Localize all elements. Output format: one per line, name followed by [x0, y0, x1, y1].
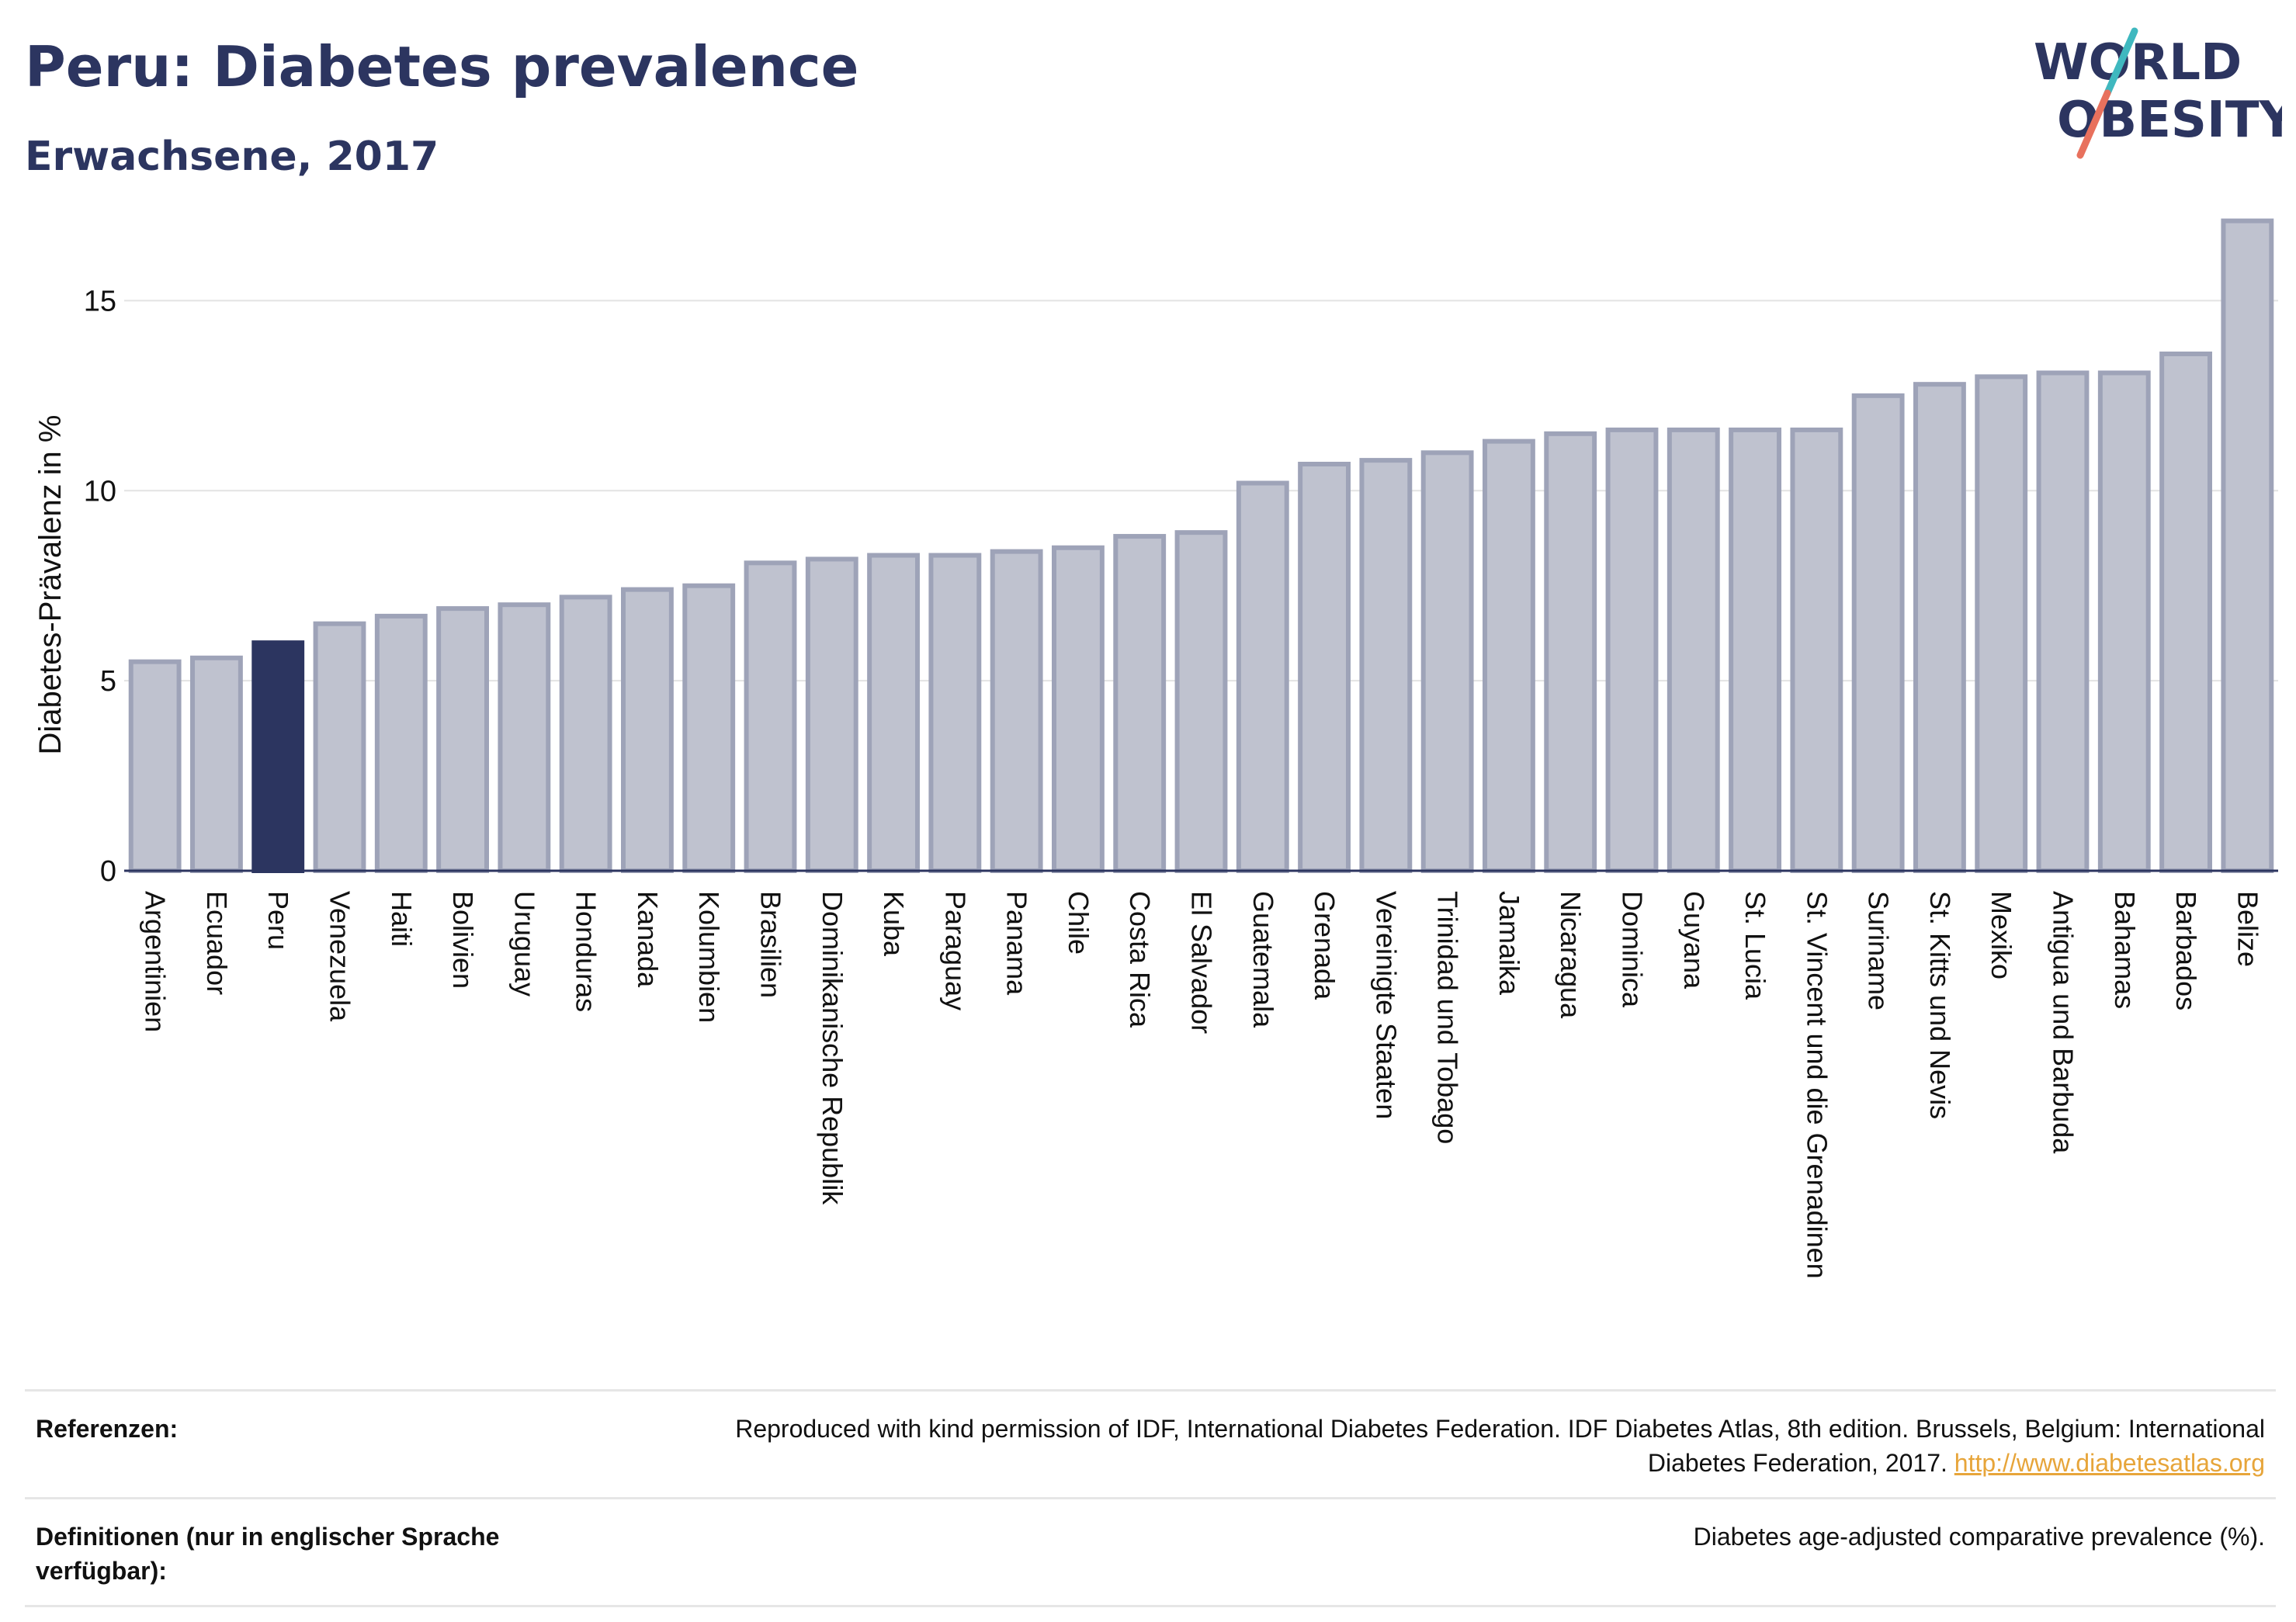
y-axis-ticks: 0 5 10 15 — [84, 285, 116, 888]
x-tick-label: Haiti — [386, 891, 418, 947]
bar[interactable] — [436, 606, 489, 874]
bar[interactable] — [1975, 374, 2028, 874]
logo-slash-coral — [2076, 89, 2111, 159]
x-tick-label: Barbados — [2170, 891, 2202, 1010]
x-tick-label: St. Vincent und die Grenadinen — [1801, 891, 1833, 1279]
x-tick-label: Belize — [2232, 891, 2263, 967]
bar[interactable] — [1174, 530, 1228, 873]
bar[interactable] — [1420, 450, 1474, 873]
x-tick-label: Mexiko — [1986, 891, 2017, 979]
bar[interactable] — [621, 587, 674, 874]
references-row: Referenzen: Reproduced with kind permiss… — [25, 1389, 2276, 1497]
bar[interactable] — [805, 556, 858, 873]
bar[interactable] — [1790, 427, 1843, 873]
x-tick-label: Ecuador — [201, 891, 233, 995]
x-tick-label: Honduras — [571, 891, 602, 1012]
x-tick-label: Costa Rica — [1124, 891, 1156, 1028]
x-tick-label: Kuba — [878, 891, 910, 957]
world-obesity-logo[interactable]: WORLD OBESITY — [2018, 23, 2282, 163]
references-citation: Reproduced with kind permission of IDF, … — [735, 1415, 2265, 1477]
y-tick-label: 15 — [84, 285, 116, 317]
bar[interactable] — [2221, 218, 2274, 873]
references-label: Referenzen: — [36, 1415, 179, 1443]
bar[interactable] — [1544, 431, 1597, 873]
x-tick-label: Brasilien — [755, 891, 787, 998]
bar[interactable] — [2097, 370, 2151, 873]
bar[interactable] — [313, 621, 366, 874]
bar[interactable] — [2159, 351, 2212, 873]
x-tick-label: St. Kitts und Nevis — [1924, 891, 1956, 1119]
x-tick-label: Dominica — [1617, 891, 1649, 1008]
bar[interactable] — [190, 655, 243, 873]
bar[interactable] — [559, 594, 612, 873]
bar[interactable] — [1359, 458, 1413, 873]
definitions-text: Diabetes age-adjusted comparative preval… — [1693, 1523, 2265, 1551]
x-tick-label: El Salvador — [1186, 891, 1218, 1034]
y-axis-title: Diabetes-Prävalenz in % — [33, 415, 68, 755]
bar[interactable] — [1605, 427, 1659, 873]
x-tick-label: Argentinien — [140, 891, 172, 1032]
bar[interactable] — [1052, 545, 1105, 873]
bar-chart: 0 5 10 15 Argentinien Ecuador Peru Venezuela Ha… — [33, 218, 2278, 1279]
bar[interactable] — [128, 659, 182, 874]
x-tick-label: Vereinigte Staaten — [1370, 891, 1402, 1119]
x-tick-label: Suriname — [1863, 891, 1895, 1010]
bar[interactable] — [990, 549, 1043, 873]
bar[interactable] — [1113, 534, 1167, 874]
bar[interactable] — [744, 560, 797, 873]
page-title: Peru: Diabetes prevalence — [25, 34, 859, 99]
x-tick-label: Venezuela — [324, 891, 356, 1022]
definitions-label: Definitionen (nur in englischer Sprache … — [36, 1523, 500, 1585]
x-tick-label: Grenada — [1309, 891, 1340, 1000]
bar[interactable] — [1851, 393, 1905, 874]
diabetesatlas-link[interactable]: http://www.diabetesatlas.org — [1954, 1449, 2265, 1477]
bar[interactable] — [1298, 462, 1351, 873]
logo-slash-teal — [2104, 27, 2138, 97]
bar[interactable] — [2036, 370, 2090, 873]
x-tick-label: Dominikanische Republik — [817, 891, 848, 1205]
x-tick-label: Peru — [262, 891, 294, 950]
x-tick-label: Bahamas — [2109, 891, 2141, 1009]
x-tick-label: Kolumbien — [693, 891, 725, 1023]
bars — [128, 218, 2274, 874]
x-tick-label: Antigua und Barbuda — [2048, 891, 2079, 1154]
x-tick-label: Bolivien — [447, 891, 479, 989]
references-text: Reproduced with kind permission of IDF, … — [635, 1412, 2265, 1480]
x-tick-label: Panama — [1001, 891, 1033, 996]
bar-highlight[interactable] — [251, 640, 305, 874]
logo-text-world: WORLD — [2034, 34, 2242, 92]
footer-table: Referenzen: Reproduced with kind permiss… — [25, 1389, 2276, 1607]
x-tick-label: Kanada — [632, 891, 664, 988]
x-tick-label: Uruguay — [508, 891, 540, 996]
y-tick-label: 0 — [100, 855, 116, 888]
bar[interactable] — [1667, 427, 1720, 873]
x-tick-label: St. Lucia — [1739, 891, 1771, 1000]
bar[interactable] — [682, 583, 736, 873]
bar[interactable] — [928, 553, 982, 874]
bar[interactable] — [1236, 480, 1289, 874]
x-tick-label: Chile — [1063, 891, 1094, 955]
x-tick-label: Nicaragua — [1555, 891, 1587, 1019]
y-tick-label: 5 — [100, 665, 116, 698]
x-tick-label: Paraguay — [939, 891, 971, 1010]
bar[interactable] — [374, 613, 428, 873]
x-tick-label: Guyana — [1678, 891, 1710, 989]
bar[interactable] — [1483, 438, 1535, 873]
page-subtitle: Erwachsene, 2017 — [25, 133, 439, 180]
x-tick-label: Jamaika — [1493, 891, 1525, 996]
x-tick-label: Guatemala — [1247, 891, 1279, 1028]
bar[interactable] — [1729, 427, 1781, 873]
x-tick-label: Trinidad und Tobago — [1432, 891, 1464, 1144]
bar[interactable] — [867, 553, 920, 874]
bar[interactable] — [1913, 382, 1966, 873]
x-axis-labels: Argentinien Ecuador Peru Venezuela Haiti Boli… — [140, 891, 2264, 1279]
definitions-row: Definitionen (nur in englischer Sprache … — [25, 1497, 2276, 1607]
y-tick-label: 10 — [84, 475, 116, 508]
bar[interactable] — [498, 602, 551, 873]
